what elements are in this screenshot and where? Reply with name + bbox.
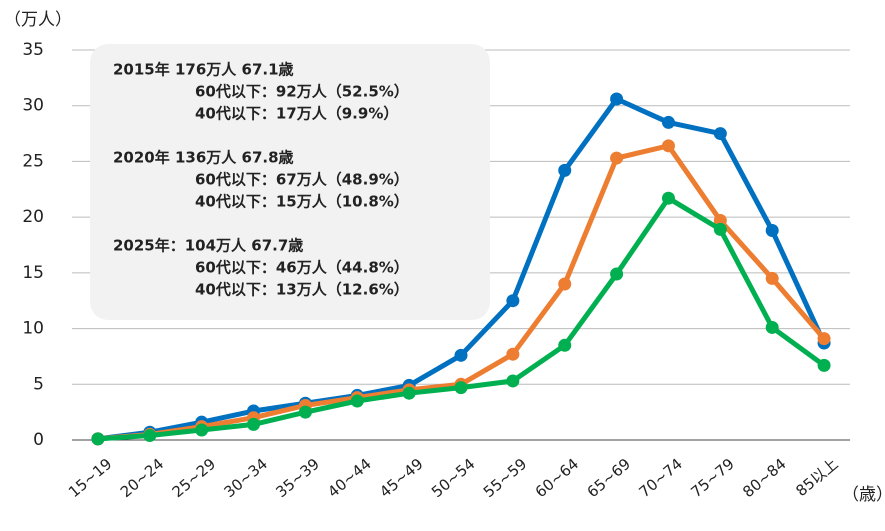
marker bbox=[454, 348, 468, 362]
marker bbox=[91, 432, 105, 446]
x-tick-label: 65~69 bbox=[584, 455, 634, 501]
marker bbox=[610, 151, 624, 165]
x-tick-label: 20~24 bbox=[117, 455, 167, 501]
x-tick-label: 45~49 bbox=[376, 455, 426, 501]
annotation-text: 2015年 176万人 67.1歳 bbox=[113, 61, 294, 79]
annotation-text: 60代以下：67万人（48.9%） bbox=[195, 171, 409, 189]
annotation-text: 40代以下：13万人（12.6%） bbox=[195, 281, 409, 299]
marker bbox=[817, 332, 831, 346]
x-tick-label: 80~84 bbox=[739, 455, 789, 501]
marker bbox=[247, 417, 261, 431]
y-tick-label: 5 bbox=[33, 374, 44, 394]
x-tick-label: 60~64 bbox=[532, 455, 582, 501]
marker bbox=[558, 338, 572, 352]
marker bbox=[610, 267, 624, 281]
annotation-text: 40代以下：15万人（10.8%） bbox=[195, 193, 409, 211]
annotation-text: 2020年 136万人 67.8歳 bbox=[113, 149, 294, 167]
marker bbox=[506, 294, 520, 308]
marker bbox=[765, 224, 779, 238]
marker bbox=[402, 386, 416, 400]
y-tick-label: 35 bbox=[22, 40, 44, 60]
marker bbox=[558, 277, 572, 291]
annotation-text: 40代以下：17万人（9.9%） bbox=[195, 105, 398, 123]
y-tick-label: 25 bbox=[22, 151, 44, 171]
marker bbox=[298, 405, 312, 419]
marker bbox=[143, 429, 157, 443]
x-tick-label: 25~29 bbox=[169, 455, 219, 501]
y-tick-label: 0 bbox=[33, 430, 44, 450]
x-axis-label: （歳） bbox=[842, 485, 885, 505]
x-tick-label: 85以上 bbox=[792, 455, 841, 500]
x-tick-label: 55~59 bbox=[480, 455, 530, 501]
y-tick-label: 15 bbox=[22, 263, 44, 283]
marker bbox=[454, 381, 468, 395]
marker bbox=[765, 271, 779, 285]
annotation-text: 2025年：104万人 67.7歳 bbox=[113, 237, 303, 255]
marker bbox=[817, 358, 831, 372]
marker bbox=[713, 127, 727, 141]
marker bbox=[610, 92, 624, 106]
x-tick-label: 75~79 bbox=[687, 455, 737, 501]
annotation-box bbox=[90, 44, 490, 320]
marker bbox=[713, 213, 727, 227]
marker bbox=[195, 423, 209, 437]
marker bbox=[661, 191, 675, 205]
x-tick-label: 50~54 bbox=[428, 455, 478, 501]
annotation-text: 60代以下：92万人（52.5%） bbox=[195, 83, 409, 101]
annotation-text: 60代以下：46万人（44.8%） bbox=[195, 259, 409, 277]
x-tick-label: 35~39 bbox=[272, 455, 322, 501]
marker bbox=[506, 347, 520, 361]
marker bbox=[765, 320, 779, 334]
marker bbox=[713, 222, 727, 236]
y-axis-label: （万人） bbox=[4, 10, 72, 30]
y-tick-label: 10 bbox=[22, 319, 44, 339]
marker bbox=[506, 374, 520, 388]
x-tick-label: 40~44 bbox=[324, 455, 374, 501]
x-tick-label: 70~74 bbox=[635, 455, 685, 501]
marker bbox=[661, 139, 675, 153]
x-tick-label: 15~19 bbox=[65, 455, 115, 501]
marker bbox=[350, 394, 364, 408]
y-tick-label: 30 bbox=[22, 96, 44, 116]
y-tick-label: 20 bbox=[22, 207, 44, 227]
marker bbox=[661, 115, 675, 129]
marker bbox=[558, 163, 572, 177]
x-tick-label: 30~34 bbox=[221, 455, 271, 501]
